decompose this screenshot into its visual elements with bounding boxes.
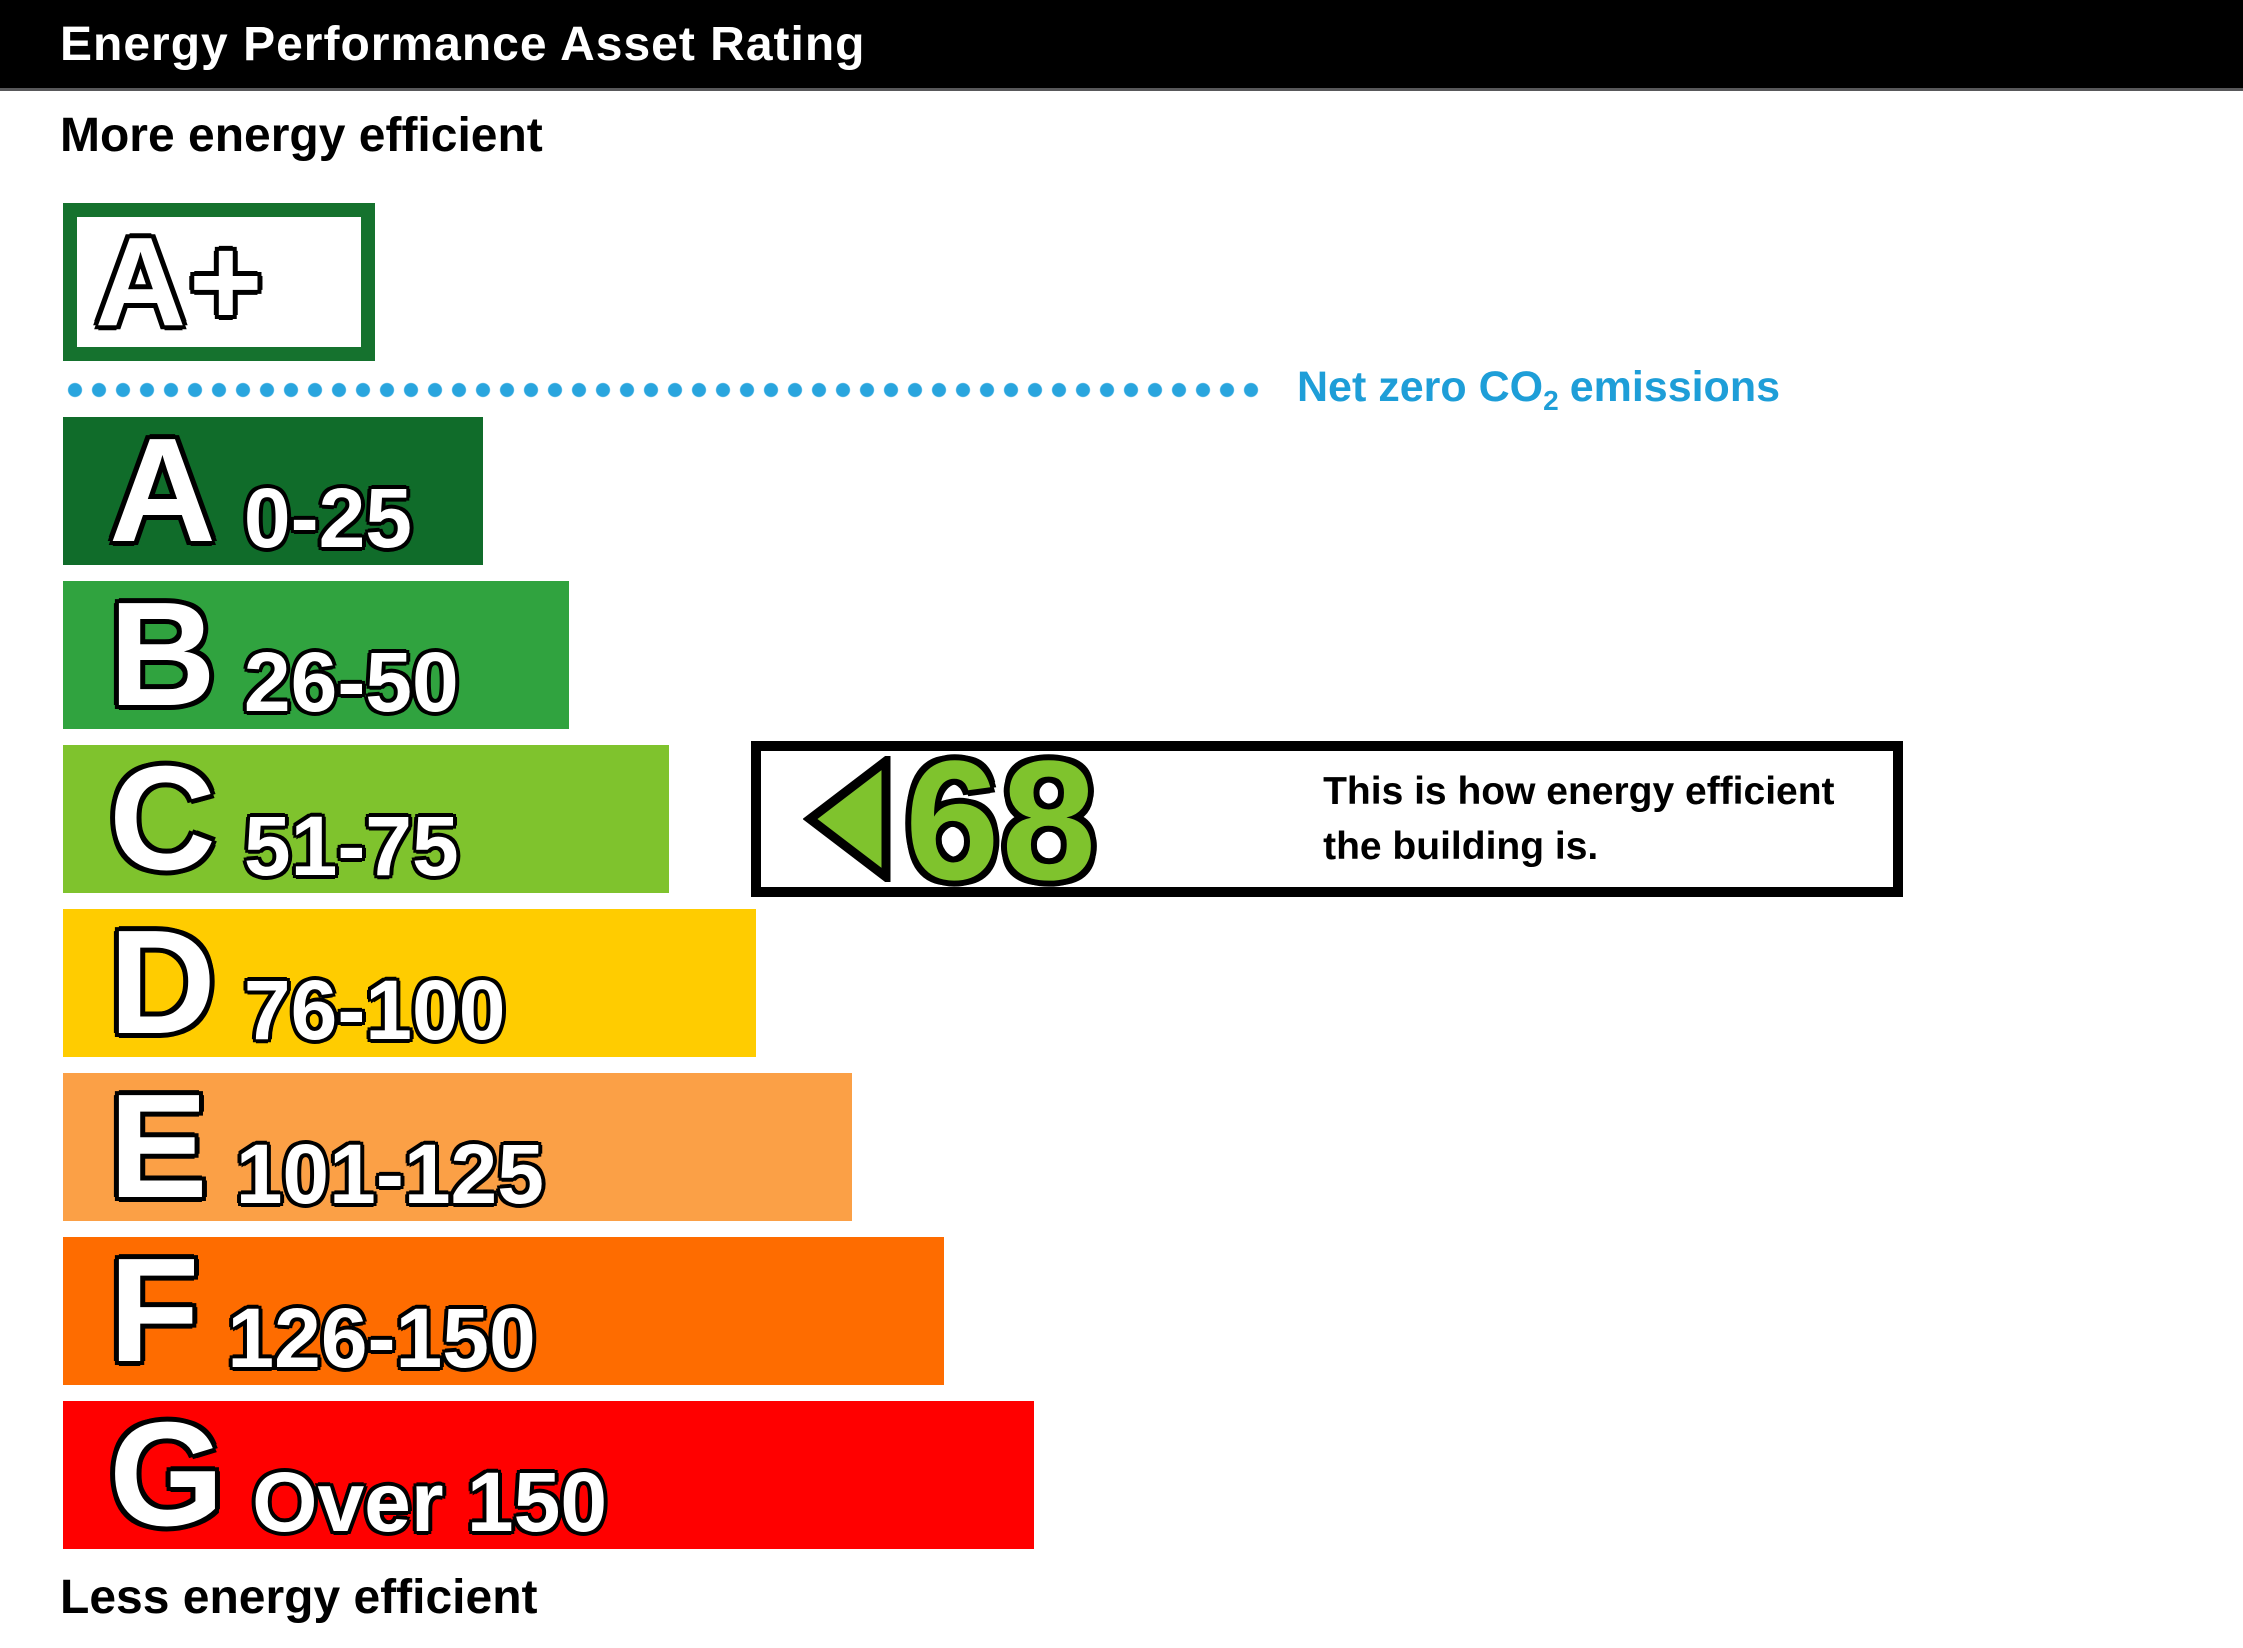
band-f: F 126-150 [63, 1235, 944, 1387]
rating-description-line1: This is how energy efficient [1323, 770, 1835, 813]
band-c-range: 51-75 [242, 798, 460, 895]
net-zero-subscript: 2 [1543, 385, 1559, 416]
band-a: A 0-25 [63, 415, 483, 567]
band-e-range: 101-125 [234, 1126, 545, 1223]
net-zero-dotted-line [63, 382, 1259, 398]
band-e: E 101-125 [63, 1071, 852, 1223]
rating-description: This is how energy efficient the buildin… [1323, 764, 1834, 874]
band-d-range: 76-100 [242, 962, 507, 1059]
left-arrow-icon [803, 756, 891, 882]
rating-value: 68 [903, 726, 1099, 916]
band-f-letter: F [107, 1228, 200, 1393]
band-g-range: Over 150 [251, 1454, 609, 1551]
band-e-letter: E [108, 1064, 210, 1229]
net-zero-label: Net zero CO2 emissions [1297, 362, 1780, 426]
band-a-range: 0-25 [242, 470, 413, 567]
rating-description-line2: the building is. [1323, 825, 1599, 868]
left-arrow-shape [803, 756, 891, 882]
band-b: B 26-50 [63, 579, 569, 731]
page-title: Energy Performance Asset Rating [60, 17, 866, 71]
more-efficient-label: More energy efficient [60, 109, 543, 162]
band-d-letter: D [108, 900, 218, 1065]
aplus-label: A+ [94, 211, 266, 352]
band-c: C 51-75 [63, 743, 669, 895]
band-c-letter: C [108, 736, 218, 901]
band-d: D 76-100 [63, 907, 756, 1059]
rating-indicator: 68 This is how energy efficient the buil… [751, 734, 1903, 908]
band-f-range: 126-150 [226, 1290, 537, 1387]
band-a-letter: A [108, 408, 218, 573]
band-g: G Over 150 [63, 1399, 1034, 1551]
header-bar: Energy Performance Asset Rating [0, 0, 2243, 91]
band-b-range: 26-50 [242, 634, 460, 731]
band-b-letter: B [108, 572, 218, 737]
aplus-badge: A+ [63, 203, 375, 361]
less-efficient-label: Less energy efficient [60, 1571, 538, 1624]
net-zero-text-prefix: Net zero CO [1297, 363, 1544, 411]
band-g-letter: G [107, 1392, 225, 1557]
net-zero-text-suffix: emissions [1569, 363, 1781, 411]
